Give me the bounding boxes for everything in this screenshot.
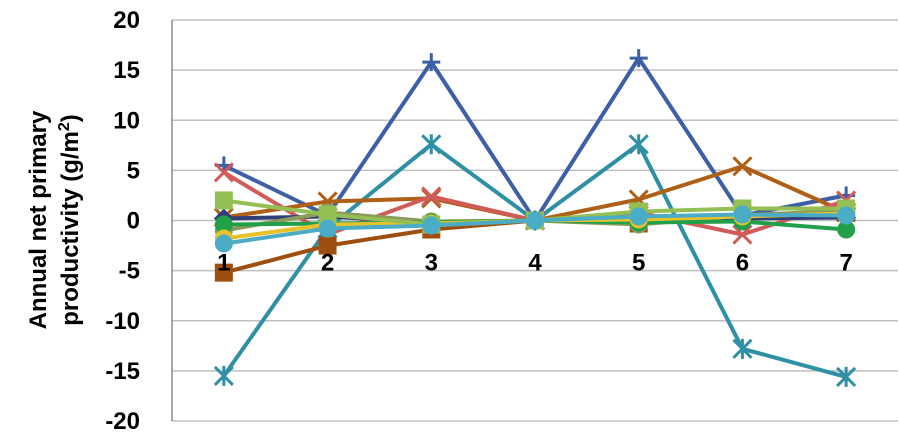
- x-category-label: 6: [736, 250, 749, 277]
- x-category-label: 2: [321, 250, 334, 277]
- y-tick-label: -15: [105, 358, 140, 385]
- series-line: [223, 56, 847, 223]
- x-category-label: 4: [528, 250, 542, 277]
- y-tick-label: 15: [113, 57, 140, 84]
- data-point: [213, 162, 234, 183]
- y-axis-title-line1: Annual net primary: [25, 110, 52, 329]
- y-axis-title: Annual net primary productivity (g/m2): [25, 110, 84, 329]
- series-layer: [213, 49, 857, 387]
- data-point: [732, 156, 753, 177]
- data-point: [214, 215, 233, 234]
- y-tick-label: -20: [105, 408, 140, 433]
- y-tick-label: -10: [105, 308, 140, 335]
- x-category-label: 5: [632, 250, 645, 277]
- data-point: [733, 205, 752, 224]
- data-point: [732, 224, 753, 245]
- y-axis-title-line2: productivity (g/m2): [56, 114, 84, 326]
- data-point: [629, 207, 648, 226]
- series-11: [214, 205, 856, 253]
- x-category-label: 1: [217, 250, 230, 277]
- data-point: [318, 219, 337, 238]
- x-axis-categories: 1 2 3 4 5 6 7: [217, 250, 853, 277]
- data-point: [214, 191, 233, 210]
- data-point: [628, 134, 649, 155]
- y-tick-label: 0: [127, 208, 140, 235]
- data-point: [837, 220, 856, 239]
- data-point: [526, 211, 544, 230]
- data-point: [318, 236, 337, 255]
- data-point: [836, 366, 857, 387]
- y-tick-label: 5: [127, 157, 140, 184]
- data-point: [421, 134, 442, 155]
- data-point: [422, 53, 441, 72]
- data-point: [422, 216, 441, 235]
- data-point: [629, 49, 648, 68]
- data-point: [837, 206, 856, 225]
- y-tick-label: 10: [113, 107, 140, 134]
- data-point: [214, 234, 233, 253]
- x-category-label: 7: [839, 250, 852, 277]
- y-tick-label: 20: [113, 7, 140, 34]
- data-point: [213, 365, 234, 386]
- data-point: [318, 205, 337, 224]
- y-axis-ticks: 20 15 10 5 0 -5 -10 -15 -20: [105, 7, 140, 433]
- y-tick-label: -5: [119, 258, 140, 285]
- data-point: [732, 338, 753, 359]
- data-point: [421, 186, 442, 207]
- data-point: [214, 263, 233, 282]
- x-category-label: 3: [425, 250, 438, 277]
